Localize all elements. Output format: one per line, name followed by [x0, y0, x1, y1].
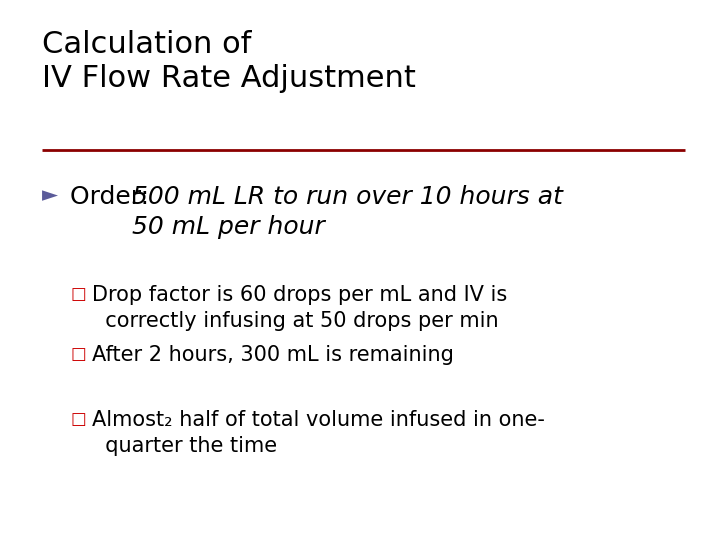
Text: Drop factor is 60 drops per mL and IV is
  correctly infusing at 50 drops per mi: Drop factor is 60 drops per mL and IV is…: [92, 285, 508, 330]
Text: □: □: [70, 410, 86, 428]
Text: 500 mL LR to run over 10 hours at
50 mL per hour: 500 mL LR to run over 10 hours at 50 mL …: [132, 185, 563, 239]
Text: ►: ►: [42, 185, 58, 205]
Text: □: □: [70, 345, 86, 363]
Text: Calculation of
IV Flow Rate Adjustment: Calculation of IV Flow Rate Adjustment: [42, 30, 416, 92]
Text: □: □: [70, 285, 86, 303]
Text: Order:: Order:: [70, 185, 157, 209]
Text: After 2 hours, 300 mL is remaining: After 2 hours, 300 mL is remaining: [92, 345, 454, 365]
Text: Almost₂ half of total volume infused in one-
  quarter the time: Almost₂ half of total volume infused in …: [92, 410, 545, 456]
